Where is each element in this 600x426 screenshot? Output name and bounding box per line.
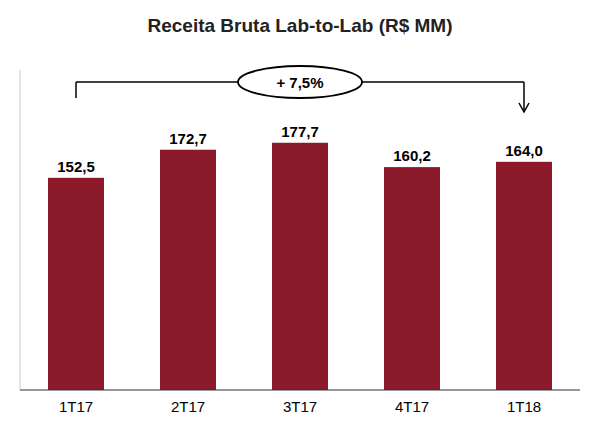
- annotation-ellipse: [238, 66, 362, 98]
- bars: [48, 143, 552, 390]
- x-axis-line: [20, 389, 580, 390]
- y-axis-line: [20, 70, 21, 390]
- data-label: 177,7: [281, 123, 319, 140]
- x-tick-label: 4T17: [395, 398, 429, 415]
- bracket-left-tick: [75, 82, 77, 98]
- bracket-arrowhead: [519, 103, 529, 112]
- bar: [272, 143, 328, 390]
- bar: [160, 150, 216, 390]
- chart-svg: Receita Bruta Lab-to-Lab (R$ MM) 152,5 172…: [0, 0, 600, 426]
- background: [0, 0, 600, 426]
- data-label: 160,2: [393, 147, 431, 164]
- annotation-bracket: + 7,5%: [76, 66, 529, 112]
- chart-container: Receita Bruta Lab-to-Lab (R$ MM) 152,5 172…: [0, 0, 600, 426]
- data-label: 172,7: [169, 130, 207, 147]
- bracket-right-arrow: [523, 82, 525, 110]
- data-labels: 152,5 172,7 177,7 160,2 164,0: [57, 123, 543, 175]
- chart-title: Receita Bruta Lab-to-Lab (R$ MM): [147, 15, 452, 36]
- x-tick-label: 2T17: [171, 398, 205, 415]
- bar: [48, 178, 104, 390]
- x-tick-labels: 1T17 2T17 3T17 4T17 1T18: [59, 398, 541, 415]
- x-tick-label: 3T17: [283, 398, 317, 415]
- bar: [384, 167, 440, 390]
- data-label: 164,0: [505, 142, 543, 159]
- data-label: 152,5: [57, 158, 95, 175]
- x-tick-label: 1T18: [507, 398, 541, 415]
- annotation-text: + 7,5%: [276, 74, 323, 91]
- bar: [496, 162, 552, 390]
- x-tick-label: 1T17: [59, 398, 93, 415]
